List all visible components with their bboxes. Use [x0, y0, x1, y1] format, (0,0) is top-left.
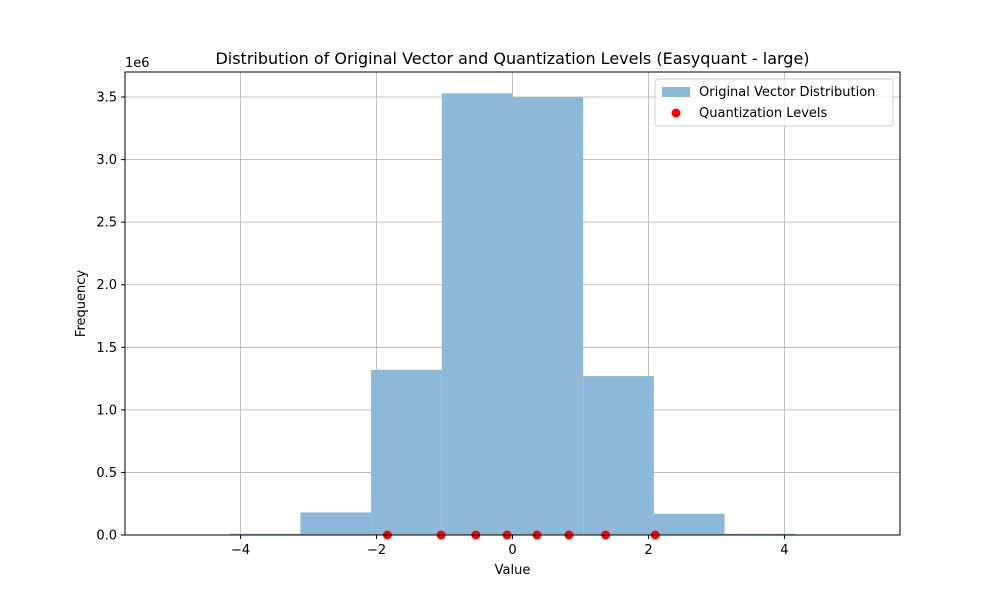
y-tick-label: 0.0	[96, 529, 117, 544]
histogram-bar	[229, 533, 301, 535]
histogram-bar	[441, 93, 513, 535]
histogram-bar	[724, 533, 796, 535]
x-axis-label: Value	[495, 563, 531, 578]
axis-ticks: −4 −2 0 2 4 0.0 0.5 1.0 1.5 2.0 2.5 3.0 3.5	[96, 91, 788, 558]
histogram-bar	[300, 512, 372, 535]
legend-box	[654, 78, 894, 127]
histogram-bar	[653, 513, 725, 535]
legend: Original Vector Distribution Quantizatio…	[654, 78, 894, 127]
legend-swatch-histogram	[662, 87, 690, 97]
chart-title: Distribution of Original Vector and Quan…	[215, 49, 809, 68]
y-tick-label: 2.0	[96, 278, 117, 293]
x-tick-label: 2	[644, 543, 652, 558]
histogram-bar	[583, 376, 654, 535]
y-axis-label: Frequency	[74, 270, 89, 337]
x-tick-label: 0	[508, 543, 516, 558]
legend-swatch-quantization	[671, 108, 681, 118]
y-tick-label: 3.0	[96, 153, 117, 168]
y-tick-label: 3.5	[96, 91, 117, 106]
x-tick-label: −4	[231, 543, 250, 558]
histogram-bar	[512, 97, 584, 535]
histogram-bars	[158, 93, 867, 535]
y-tick-label: 1.5	[96, 341, 117, 356]
histogram-bar	[371, 369, 442, 535]
legend-entry-histogram: Original Vector Distribution	[699, 85, 875, 100]
y-axis-multiplier: 1e6	[125, 56, 150, 71]
y-tick-label: 1.0	[96, 403, 117, 418]
x-tick-label: −2	[367, 543, 386, 558]
y-tick-label: 0.5	[96, 466, 117, 481]
legend-entry-quantization: Quantization Levels	[699, 106, 828, 121]
y-tick-label: 2.5	[96, 216, 117, 231]
x-tick-label: 4	[780, 543, 788, 558]
